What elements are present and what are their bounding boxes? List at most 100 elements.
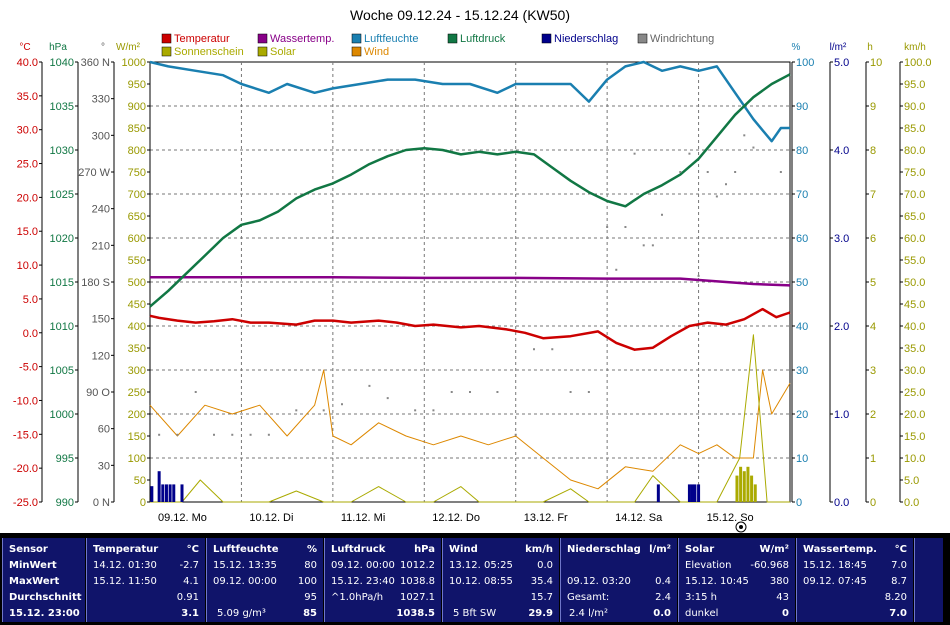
axis-tick-label: 450 (128, 299, 146, 311)
wind-header: Wind (449, 544, 478, 555)
axis-tick-label: 8 (870, 145, 876, 157)
point-windrichtung (322, 409, 325, 412)
axis-tick-label: 10 (870, 57, 882, 69)
axis-tick-label: 60 (796, 233, 808, 245)
bar-niederschlag (693, 484, 697, 502)
axis-tick-label: 1025 (50, 189, 74, 201)
sensor-panel: Sensor MinWert MaxWert Durchschnitt 15.1… (2, 538, 85, 622)
axis-tick-label: 700 (128, 189, 146, 201)
axis-tick-label: 35.0 (17, 91, 38, 103)
x-tick-label: 12.12. Do (432, 512, 480, 524)
point-windrichtung (706, 171, 709, 173)
wind-min-time: 13.12. 05:25 (449, 560, 513, 571)
stats-footer: Sensor MinWert MaxWert Durchschnitt 15.1… (0, 533, 950, 625)
temperature-avg-value: 0.91 (176, 592, 199, 603)
axis-unit-label: ° (101, 42, 105, 53)
legend-label: Wassertemp. (270, 33, 334, 45)
bar-niederschlag (172, 484, 176, 502)
point-windrichtung (194, 391, 197, 393)
axis-tick-label: 1 (870, 453, 876, 465)
axis-tick-label: 40.0 (904, 321, 925, 333)
axis-tick-label: 0 N (93, 497, 110, 509)
axis-tick-label: 350 (128, 343, 146, 355)
axis-tick-label: 650 (128, 211, 146, 223)
legend-swatch (447, 33, 458, 44)
axis-tick-label: 80 (796, 145, 808, 157)
axis-tick-label: 7 (870, 189, 876, 201)
temperature-min-value: -2.7 (179, 560, 199, 571)
point-windrichtung (661, 213, 663, 216)
axis-tick-label: 1020 (50, 233, 74, 245)
sensor-header: Sensor (9, 544, 48, 555)
axis-tick-label: 200 (128, 409, 146, 421)
axis-tick-label: -5.0 (19, 362, 38, 374)
pressure-max-value: 1038.8 (400, 576, 435, 587)
point-windrichtung (734, 171, 737, 173)
axis-tick-label: 60.0 (904, 233, 925, 245)
watertemp-current-value: 7.0 (889, 608, 907, 619)
point-windrichtung (587, 391, 590, 393)
axis-tick-label: 85.0 (904, 123, 925, 135)
bar-sonnenschein (742, 471, 746, 502)
x-tick-label: 13.12. Fr (524, 512, 568, 524)
point-windrichtung (715, 195, 718, 198)
x-tick-label: 15.12. So (707, 512, 754, 524)
watertemp-panel: Wassertemp. °C 15.12. 18:45 7.0 09.12. 07:… (796, 538, 913, 622)
precipitation-panel: Niederschlag l/m² 09.12. 03:20 0.4 Gesamt:… (560, 538, 677, 622)
watertemp-max-time: 09.12. 07:45 (803, 576, 867, 587)
weather-chart: Woche 09.12.24 - 15.12.24 (KW50) °C 40.0 3… (12, 7, 932, 533)
axis-tick-label: 50.0 (904, 277, 925, 289)
solar-sunshine-value: 43 (776, 592, 789, 603)
pressure-panel: Luftdruck hPa 09.12. 00:00 1012.2 15.12. 2… (324, 538, 441, 622)
legend-label: Luftdruck (460, 33, 506, 45)
axis-tick-label: 30.0 (904, 365, 925, 377)
wind-max-value: 35.4 (530, 576, 553, 587)
bar-niederschlag (157, 471, 161, 502)
point-windrichtung (779, 171, 782, 173)
axis-unit-label: h (867, 42, 873, 53)
precipitation-total-label: Gesamt: (567, 592, 610, 603)
point-windrichtung (158, 433, 161, 436)
point-windrichtung (651, 244, 654, 247)
chart-svg: Woche 09.12.24 - 15.12.24 (KW50) °C40.03… (13, 7, 932, 533)
axis-tick-label: 90 (796, 101, 808, 113)
axis-tick-label: 500 (128, 277, 146, 289)
wind-unit: km/h (525, 544, 553, 555)
precipitation-max-value: 0.4 (655, 576, 671, 587)
legend-label: Sonnenschein (174, 46, 244, 58)
solar-elevation-value: -60.968 (750, 560, 789, 571)
solar-current-value: 0 (782, 608, 789, 619)
legend-swatch (541, 33, 552, 44)
bar-niederschlag (697, 484, 701, 502)
axis-tick-label: 1010 (50, 321, 74, 333)
temperature-min-time: 14.12. 01:30 (93, 560, 157, 571)
legend-label: Windrichtung (650, 33, 714, 45)
legend-swatch (161, 46, 172, 57)
bar-sonnenschein (753, 484, 757, 502)
precipitation-total-value: 2.4 (655, 592, 671, 603)
axis-tick-label: 2 (870, 409, 876, 421)
solar-max-time: 15.12. 10:45 (685, 576, 749, 587)
axis-tick-label: 50 (796, 277, 808, 289)
axis-tick-label: 100 (128, 453, 146, 465)
wind-beaufort: 5 Bft SW (453, 608, 497, 619)
solar-state: dunkel (685, 608, 719, 619)
axis-tick-label: 250 (128, 387, 146, 399)
axis-tick-label: 5 (870, 277, 876, 289)
point-windrichtung (633, 152, 636, 155)
sensor-current-label: 15.12. 23:00 (9, 608, 80, 619)
point-windrichtung (469, 391, 471, 393)
humidity-unit: % (306, 544, 317, 555)
humidity-header: Luftfeuchte (213, 544, 279, 555)
humidity-min-time: 15.12. 13:35 (213, 560, 277, 571)
series-line-temperatur (149, 307, 791, 351)
axis-unit-label: km/h (904, 42, 926, 53)
axis-tick-label: 25.0 (904, 387, 925, 399)
point-windrichtung (551, 348, 554, 351)
series-line-luftdruck (149, 73, 791, 308)
legend-swatch (257, 33, 268, 44)
precipitation-unit: l/m² (649, 544, 671, 555)
axis-tick-label: 600 (128, 233, 146, 245)
series-line-wassertemp (150, 276, 791, 287)
point-windrichtung (624, 226, 627, 228)
